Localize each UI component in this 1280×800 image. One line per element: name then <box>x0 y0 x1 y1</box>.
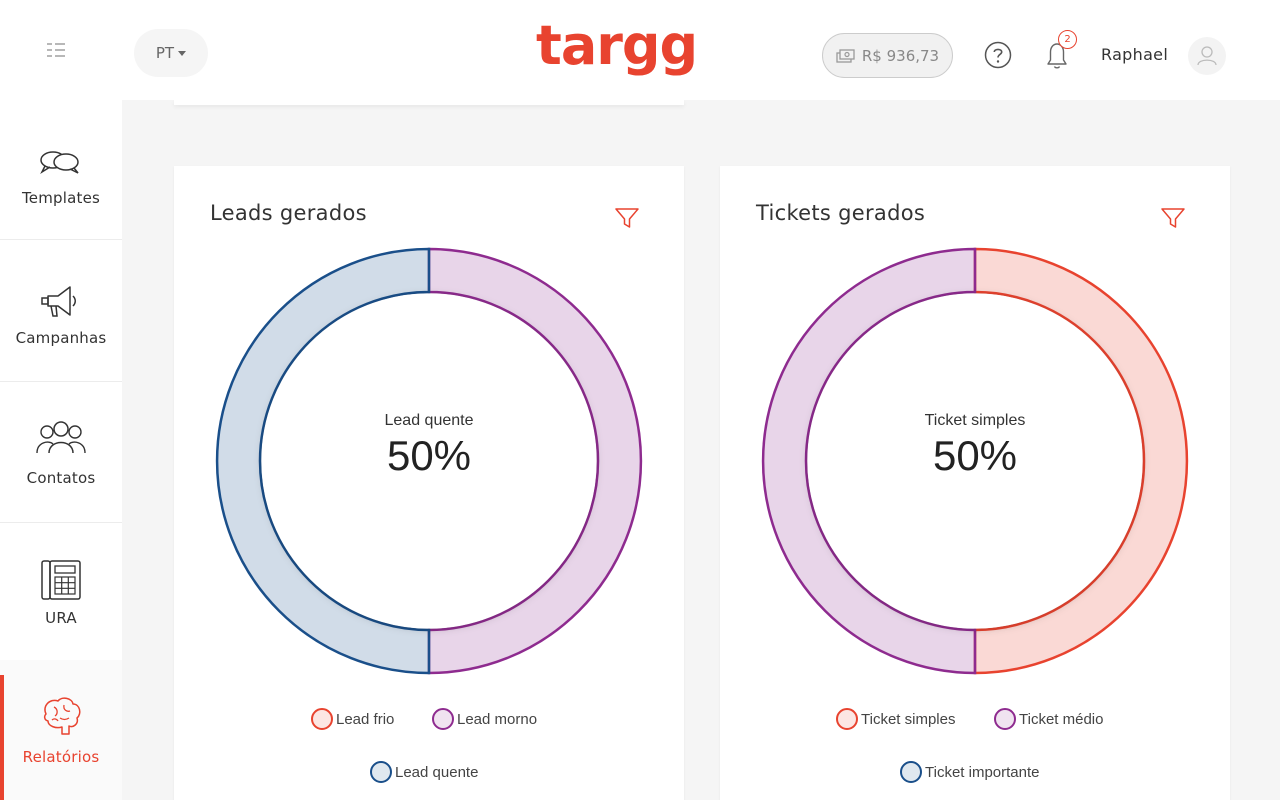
sidebar-item-label: Contatos <box>26 469 96 487</box>
menu-toggle-icon[interactable] <box>38 36 84 64</box>
legend-label: Lead frio <box>336 710 395 728</box>
legend-dot <box>900 761 922 783</box>
money-icon <box>836 48 855 63</box>
donut-center-label: Ticket simples <box>924 412 1026 429</box>
language-value: PT <box>155 44 175 62</box>
card-title: Tickets gerados <box>756 201 926 225</box>
username[interactable]: Raphael <box>1101 45 1169 64</box>
sidebar-item-contatos[interactable]: Contatos <box>0 383 122 523</box>
legend-dot <box>311 708 333 730</box>
legend-label: Ticket simples <box>861 710 956 728</box>
donut-center-value: 50% <box>386 432 472 479</box>
legend-dot <box>836 708 858 730</box>
phone-keypad-icon <box>41 560 81 600</box>
card-title: Leads gerados <box>210 201 367 225</box>
language-select[interactable]: PT <box>134 29 208 77</box>
active-indicator <box>0 675 4 800</box>
tickets-donut-chart <box>761 247 1189 675</box>
legend-label: Lead quente <box>395 763 479 781</box>
logo[interactable]: targg <box>536 14 698 77</box>
notifications-button[interactable]: 2 <box>1042 30 1082 72</box>
bell-icon <box>1047 43 1067 69</box>
donut-center-value: 50% <box>932 432 1018 479</box>
legend-item-ticket-medio[interactable]: Ticket médio <box>994 707 1103 731</box>
leads-donut-chart <box>215 247 643 675</box>
legend-item-ticket-importante[interactable]: Ticket importante <box>900 760 1040 784</box>
caret-down-icon <box>178 50 187 56</box>
legend-item-lead-morno[interactable]: Lead morno <box>432 707 537 731</box>
sidebar-item-templates[interactable]: Templates <box>0 100 122 240</box>
legend-label: Ticket importante <box>925 763 1040 781</box>
top-header: PT targg R$ 936,73 2 Raphael <box>0 0 1280 100</box>
legend-dot <box>432 708 454 730</box>
donut-segment-lead-morno[interactable] <box>427 247 643 675</box>
donut-segment-lead-quente[interactable] <box>215 247 431 675</box>
people-group-icon <box>36 421 86 454</box>
legend-item-ticket-simples[interactable]: Ticket simples <box>836 707 955 731</box>
sidebar-item-relatorios[interactable]: Relatórios <box>0 660 122 800</box>
brain-icon <box>43 697 81 735</box>
legend-item-lead-frio[interactable]: Lead frio <box>311 707 394 731</box>
sidebar-item-label: URA <box>45 609 77 627</box>
donut-segment-ticket-simples[interactable] <box>973 247 1189 675</box>
donut-segment-ticket-médio[interactable] <box>761 247 977 675</box>
donut-hole <box>261 293 597 629</box>
sidebar-item-ura[interactable]: URA <box>0 522 122 662</box>
user-icon <box>1197 46 1217 66</box>
filter-icon[interactable] <box>1160 206 1186 230</box>
filter-icon[interactable] <box>614 206 640 230</box>
balance-button[interactable]: R$ 936,73 <box>822 33 953 78</box>
megaphone-icon <box>41 286 76 317</box>
sidebar-item-label: Campanhas <box>15 329 107 347</box>
sidebar-item-campanhas[interactable]: Campanhas <box>0 242 122 382</box>
chat-bubbles-icon <box>40 151 79 175</box>
sidebar-item-label: Templates <box>21 189 101 207</box>
donut-hole <box>807 293 1143 629</box>
legend-item-lead-quente[interactable]: Lead quente <box>370 760 478 784</box>
avatar[interactable] <box>1188 37 1226 75</box>
leads-card: Leads gerados Lead quente 50% Lead frio … <box>174 166 684 800</box>
sidebar-item-label: Relatórios <box>22 748 100 766</box>
balance-value: R$ 936,73 <box>861 46 940 65</box>
help-icon[interactable] <box>984 41 1012 69</box>
tickets-card: Tickets gerados Ticket simples 50% Ticke… <box>720 166 1230 800</box>
legend-label: Ticket médio <box>1019 710 1104 728</box>
legend-dot <box>370 761 392 783</box>
sidebar: Templates Campanhas Contatos <box>0 100 122 800</box>
legend-dot <box>994 708 1016 730</box>
previous-card-edge <box>174 100 684 105</box>
donut-center-label: Lead quente <box>384 412 474 429</box>
notification-badge: 2 <box>1058 30 1077 49</box>
legend-label: Lead morno <box>457 710 538 728</box>
